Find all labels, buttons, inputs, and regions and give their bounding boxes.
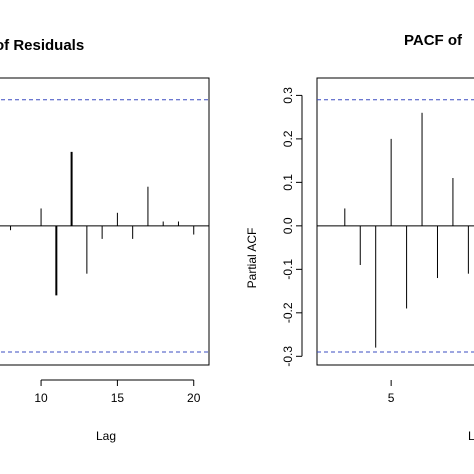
- y-tick-label-5: 0.2: [281, 130, 295, 147]
- pacf-confidence-band: [317, 99, 474, 353]
- y-tick-label-2: -0.1: [281, 259, 295, 280]
- pacf-bars: [344, 112, 469, 348]
- pacf-plot-box: [316, 77, 474, 366]
- pacf-x-axis: 5: [388, 380, 395, 405]
- y-tick-label-0: -0.3: [281, 346, 295, 367]
- x-tick-label-20: 20: [187, 391, 201, 405]
- y-tick-label-6: 0.3: [281, 87, 295, 104]
- x-tick-label-15: 15: [111, 391, 125, 405]
- pacf-title: PACF of: [404, 32, 463, 49]
- y-tick-label-1: -0.2: [281, 302, 295, 323]
- y-tick-label-4: 0.1: [281, 174, 295, 191]
- pacf-x-label: L: [468, 429, 474, 443]
- pacf-y-label: Partial ACF: [245, 228, 259, 289]
- x-tick-label-5: 5: [388, 391, 395, 405]
- x-tick-label-10: 10: [34, 391, 48, 405]
- y-tick-label-3: 0.0: [281, 217, 295, 234]
- acf-bars: [10, 151, 195, 296]
- acf-confidence-band: [0, 99, 209, 353]
- acf-x-axis: 10 15 20: [34, 379, 201, 405]
- pacf-y-axis: -0.3 -0.2 -0.1 0.0 0.1 0.2 0.3: [281, 87, 303, 367]
- acf-title: ACF of Residuals: [0, 37, 84, 54]
- acf-panel: ACF of Residuals 10 15 20 Lag: [0, 37, 210, 443]
- pacf-panel: PACF of -0.3 -0.2 -0.1 0.0 0.1 0.2 0.3 5 Parti…: [245, 32, 474, 443]
- acf-x-label: Lag: [96, 429, 116, 443]
- acf-plot-box: [0, 77, 210, 366]
